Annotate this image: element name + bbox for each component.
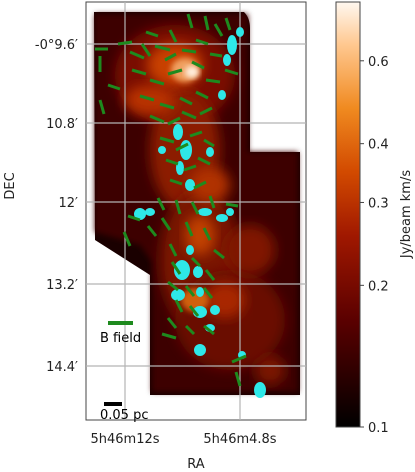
x-axis-label: RA: [187, 457, 205, 472]
x-tick-1: 5h46m4.8s: [203, 432, 276, 447]
x-tick-0: 5h46m12s: [90, 432, 159, 447]
colorbar-tick-label-4: 0.1: [368, 421, 389, 436]
colorbar-tick-label-2: 0.3: [368, 196, 389, 211]
x-axis-ticks: 5h46m12s 5h46m4.8s: [90, 432, 276, 447]
y-tick-1: 10.8′: [46, 117, 78, 132]
colorbar-ticks: 0.6 0.4 0.3 0.2 0.1: [360, 55, 389, 436]
field-vectors: [95, 13, 247, 387]
y-tick-3: 13.2′: [46, 278, 78, 293]
y-tick-2: 12′: [59, 196, 79, 211]
field-legend-label: B field: [100, 331, 141, 346]
colorbar-label: Jy/beam km/s: [399, 170, 414, 259]
y-tick-0: -0°9.6′: [35, 38, 78, 53]
colorbar: 0.6 0.4 0.3 0.2 0.1 Jy/beam km/s: [335, 1, 414, 436]
y-tick-4: 14.4′: [46, 360, 78, 375]
core-contours: [134, 27, 266, 398]
colorbar-tick-label-0: 0.6: [368, 55, 389, 70]
scale-bar-label: 0.05 pc: [100, 408, 148, 423]
colorbar-tick-label-1: 0.4: [368, 138, 389, 153]
scale-bar: 0.05 pc: [100, 402, 148, 423]
colorbar-gradient: [335, 1, 361, 428]
y-axis-label: DEC: [3, 172, 18, 199]
y-axis-ticks: -0°9.6′ 10.8′ 12′ 13.2′ 14.4′: [35, 38, 78, 375]
field-legend: B field: [100, 321, 141, 346]
colorbar-tick-label-3: 0.2: [368, 279, 389, 294]
